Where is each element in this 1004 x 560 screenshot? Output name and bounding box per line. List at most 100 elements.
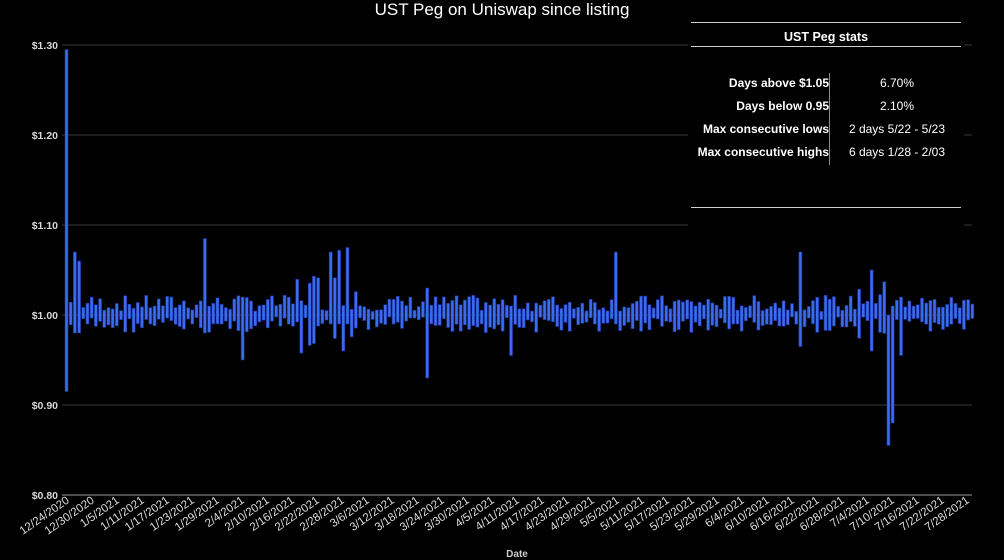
range-bar [173,307,178,325]
range-bar [739,305,744,332]
stats-column-divider [829,96,830,119]
range-bar [903,306,908,320]
range-bar [429,304,434,325]
range-bar [815,296,819,333]
range-bar [303,304,308,319]
range-bar [442,296,446,320]
range-bar [886,314,891,446]
range-bar [840,310,845,328]
range-bar [433,296,438,326]
range-bar [89,296,94,319]
range-bar [152,305,157,326]
range-bar [928,300,933,332]
range-bar [626,307,631,323]
range-bar [349,308,354,338]
range-bar [467,296,471,330]
stats-row-value: 6 days 1/28 - 2/03 [848,145,946,159]
range-bar [655,299,660,320]
range-bar [395,296,400,323]
range-bar [555,304,559,327]
range-bar [345,247,350,325]
range-bar [85,302,90,325]
y-axis-tick-labels: $0.80 $0.90 $1.00 $1.10 $1.20 $1.30 [32,40,58,502]
stats-row-label: Max consecutive highs [697,145,829,159]
range-bar [811,300,815,325]
y-tick-label: $1.10 [32,220,58,232]
range-bar [546,299,551,321]
range-bar [819,311,824,320]
range-bar [765,308,769,325]
range-bar [400,300,404,329]
range-bar [505,305,509,318]
range-bar [471,295,476,326]
range-bar [123,295,128,333]
range-bar [525,302,530,321]
range-bar [769,306,773,325]
range-bar [823,294,828,331]
range-bar [622,306,627,326]
range-bar [794,311,798,325]
range-bar [228,308,232,330]
range-bar [337,249,341,325]
stats-row-value: 2 days 5/22 - 5/23 [848,122,946,136]
range-bar [135,302,140,324]
stats-column-divider [829,119,830,142]
range-bar [538,304,543,318]
range-bar [307,282,312,346]
range-bar [324,310,329,321]
range-bar [962,299,966,330]
range-bar [559,308,564,331]
range-bar [249,300,253,330]
stats-row: Max consecutive lows 2 days 5/22 - 5/23 [688,119,964,142]
stats-row-label: Days above $1.05 [728,76,829,90]
range-bar [312,275,316,344]
range-bar [450,300,455,332]
range-bar [115,303,119,327]
range-bar [282,295,287,319]
range-bar [328,251,333,325]
range-bar [161,305,165,323]
range-bar [735,309,740,325]
range-bar [416,306,421,321]
range-bar [421,301,425,318]
stats-row-label: Max consecutive lows [702,122,829,136]
range-bar [437,304,442,326]
range-bar [286,296,291,325]
range-bar [458,304,463,332]
range-bar [941,306,945,330]
range-bar [777,307,782,327]
range-bar [64,49,69,392]
range-bar [77,260,81,334]
stats-bottom-rule [691,207,961,208]
range-bar [936,307,941,325]
range-bar [890,305,895,424]
range-bar [899,296,903,356]
range-bar [836,306,840,318]
y-tick-label: $1.20 [32,130,58,142]
range-bar [484,302,488,333]
range-bar [798,242,803,347]
range-bar [806,306,811,319]
range-bar [383,304,388,325]
range-bar [584,310,589,323]
range-bar [588,299,593,319]
range-bar [425,287,429,379]
range-bar [463,299,467,326]
x-axis-tick-labels: 12/24/202012/30/20201/5/20211/11/20211/1… [18,495,972,538]
range-bar [702,304,706,320]
range-bar [232,298,237,322]
range-bar [760,310,765,326]
range-bar [224,307,228,322]
y-tick-label: $0.80 [32,490,58,502]
range-bar [572,308,576,319]
range-bar [689,301,694,333]
range-bar [832,296,836,327]
range-bar [81,307,86,319]
stats-top-rule [691,22,961,23]
range-bar [203,238,207,334]
range-bar [865,300,870,321]
range-bar [479,309,484,325]
range-bar [827,298,832,331]
range-bar [68,302,73,326]
range-bar [785,309,790,326]
